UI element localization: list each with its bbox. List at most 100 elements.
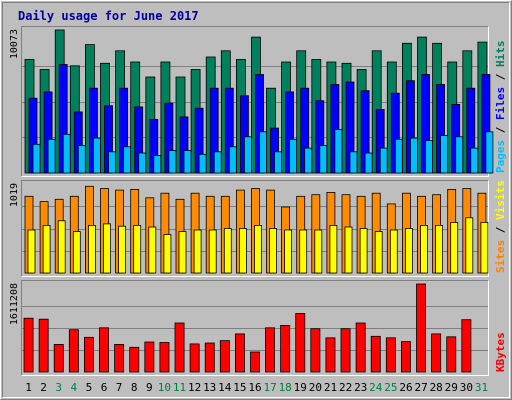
x-tick-label: 12	[188, 381, 201, 394]
bar-pages-day-20	[319, 145, 328, 174]
bar-kbytes-day-30	[461, 319, 472, 373]
legend-entry: Visits	[494, 180, 507, 220]
x-tick-label: 10	[158, 381, 171, 394]
bar-sites-day-7	[118, 225, 126, 274]
bar-pages-day-29	[455, 136, 464, 174]
bar-pages-day-27	[425, 140, 433, 174]
bar-pages-day-9	[153, 155, 162, 174]
plot-area-shadow	[21, 180, 489, 277]
bar-sites-day-14	[223, 228, 232, 274]
bar-kbytes-day-5	[84, 336, 94, 373]
side-legend-hits-files-pages: Pages / Files / Hits	[494, 41, 507, 174]
bar-kbytes-day-7	[114, 343, 125, 373]
x-tick-label: 30	[460, 381, 473, 394]
x-tick-label: 5	[86, 381, 93, 394]
bar-pages-day-12	[198, 153, 207, 174]
bar-sites-day-30	[465, 217, 474, 274]
bar-kbytes-day-4	[68, 329, 79, 373]
bar-pages-day-11	[183, 150, 192, 174]
bar-kbytes-day-3	[53, 343, 64, 373]
bar-pages-day-23	[364, 152, 373, 174]
bar-sites-day-13	[208, 229, 217, 274]
bar-sites-day-16	[254, 224, 262, 274]
bar-pages-day-18	[289, 138, 298, 174]
bar-sites-day-12	[193, 229, 202, 274]
x-tick-label: 3	[55, 381, 62, 394]
x-tick-label: 24	[369, 381, 383, 394]
bar-sites-day-11	[178, 231, 187, 274]
x-tick-label: 22	[339, 381, 352, 394]
bar-pages-day-1	[32, 143, 41, 174]
bar-sites-day-23	[359, 228, 368, 274]
bar-pages-day-31	[485, 131, 494, 174]
bar-sites-day-1	[27, 229, 36, 274]
legend-entry: /	[494, 67, 507, 87]
bar-kbytes-day-8	[129, 346, 140, 373]
bar-pages-day-22	[349, 151, 358, 174]
bar-kbytes-day-14	[219, 340, 230, 373]
bar-sites-day-17	[269, 228, 277, 274]
bar-pages-day-24	[379, 147, 388, 174]
bar-sites-day-5	[88, 224, 96, 274]
bar-kbytes-day-19	[295, 313, 306, 373]
bar-kbytes-day-10	[159, 342, 170, 373]
bar-pages-day-7	[123, 146, 131, 174]
x-tick-label: 23	[354, 381, 367, 394]
x-tick-label: 14	[218, 381, 232, 394]
plot-area-shadow	[21, 280, 489, 376]
bar-kbytes-day-16	[250, 351, 260, 373]
x-tick-label: 17	[263, 381, 276, 394]
bar-pages-day-28	[440, 135, 449, 174]
legend-entry: Pages	[494, 140, 507, 173]
bar-kbytes-day-23	[355, 322, 366, 373]
bar-kbytes-day-20	[310, 328, 321, 373]
bar-sites-day-6	[103, 223, 111, 274]
bar-kbytes-day-9	[144, 341, 155, 373]
bar-pages-day-25	[394, 138, 403, 174]
bar-pages-day-19	[304, 147, 313, 174]
x-tick-label: 9	[146, 381, 153, 394]
bar-sites-day-24	[374, 231, 383, 274]
x-tick-label: 2	[40, 381, 47, 394]
bar-kbytes-day-27	[416, 283, 426, 373]
bar-kbytes-day-2	[38, 318, 49, 373]
bar-kbytes-day-6	[99, 327, 109, 373]
bar-pages-day-15	[243, 136, 252, 174]
bar-pages-day-6	[108, 151, 116, 174]
bar-kbytes-day-15	[234, 333, 245, 373]
bar-kbytes-day-13	[204, 342, 215, 373]
bar-kbytes-day-25	[385, 337, 396, 373]
bar-kbytes-day-29	[446, 336, 457, 373]
bar-kbytes-day-1	[23, 317, 34, 373]
bar-sites-day-2	[42, 224, 51, 274]
x-tick-label: 28	[430, 381, 443, 394]
bar-kbytes-day-11	[174, 322, 185, 373]
side-legend-kbytes: KBytes	[494, 332, 507, 372]
bar-pages-day-30	[470, 147, 479, 174]
bar-sites-day-27	[420, 224, 428, 274]
bar-sites-day-20	[314, 229, 323, 274]
legend-entry: Hits	[494, 41, 507, 68]
plot-area-shadow	[21, 26, 489, 177]
x-tick-label: 27	[414, 381, 427, 394]
x-tick-label: 16	[248, 381, 261, 394]
bar-sites-day-8	[133, 224, 142, 274]
bar-sites-day-15	[238, 228, 247, 274]
bar-kbytes-day-28	[431, 333, 442, 373]
plot-area-highlight	[21, 180, 489, 277]
bar-pages-day-5	[93, 137, 101, 174]
x-tick-label: 15	[233, 381, 246, 394]
bar-pages-day-17	[274, 151, 282, 174]
bar-kbytes-day-18	[280, 324, 291, 373]
x-tick-label: 20	[309, 381, 322, 394]
panel-kbytes: 1611208 KBytes	[9, 280, 507, 376]
bar-kbytes-day-24	[370, 335, 381, 373]
x-tick-label: 7	[116, 381, 123, 394]
bar-sites-day-4	[72, 231, 81, 274]
bar-pages-day-14	[228, 146, 237, 174]
panel-visits-sites: 1019 Sites / Visits	[9, 180, 507, 277]
bar-sites-day-10	[163, 234, 172, 274]
